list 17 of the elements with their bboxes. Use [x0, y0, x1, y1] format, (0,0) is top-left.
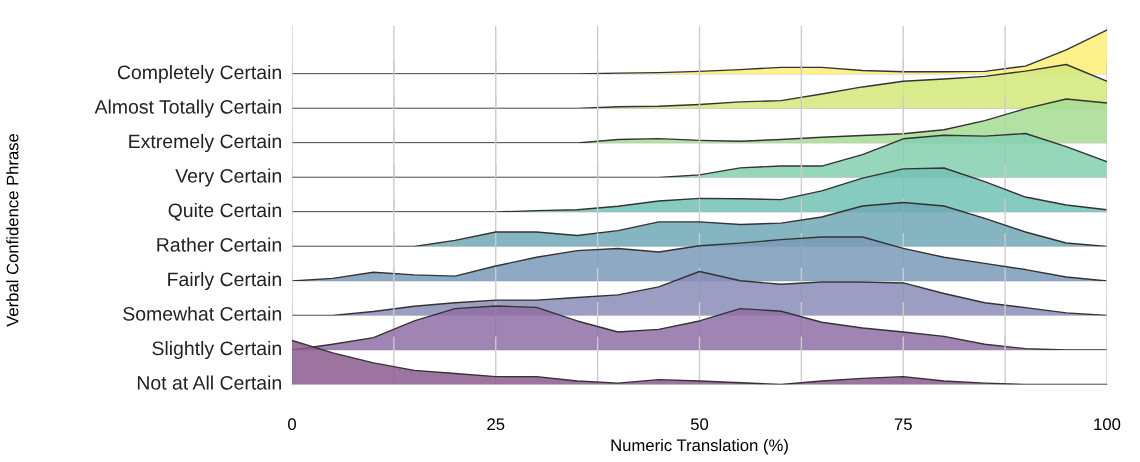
x-axis-title: Numeric Translation (%)	[611, 438, 788, 455]
series-label: Rather Certain	[157, 237, 281, 252]
series-label: Not at All Certain	[137, 375, 281, 390]
x-tick-label: 25	[487, 418, 505, 431]
series-label: Extremely Certain	[129, 133, 281, 153]
x-tick-label: 75	[894, 418, 912, 431]
series-label: Quite Certain	[168, 202, 281, 221]
x-tick-label: 100	[1094, 418, 1121, 431]
x-tick-label: 50	[690, 418, 709, 431]
series-label: Completely Certain	[117, 64, 281, 84]
series-label: Very Certain	[175, 168, 281, 187]
series-label: Somewhat Certain	[123, 306, 281, 321]
series-label: Fairly Certain	[168, 271, 281, 291]
text: Verbal Confidence Phrase	[6, 133, 19, 327]
series-label: Slightly Certain	[152, 340, 281, 360]
series-label: Almost Totally Certain	[94, 99, 281, 118]
x-tick-label: 0	[288, 418, 296, 431]
